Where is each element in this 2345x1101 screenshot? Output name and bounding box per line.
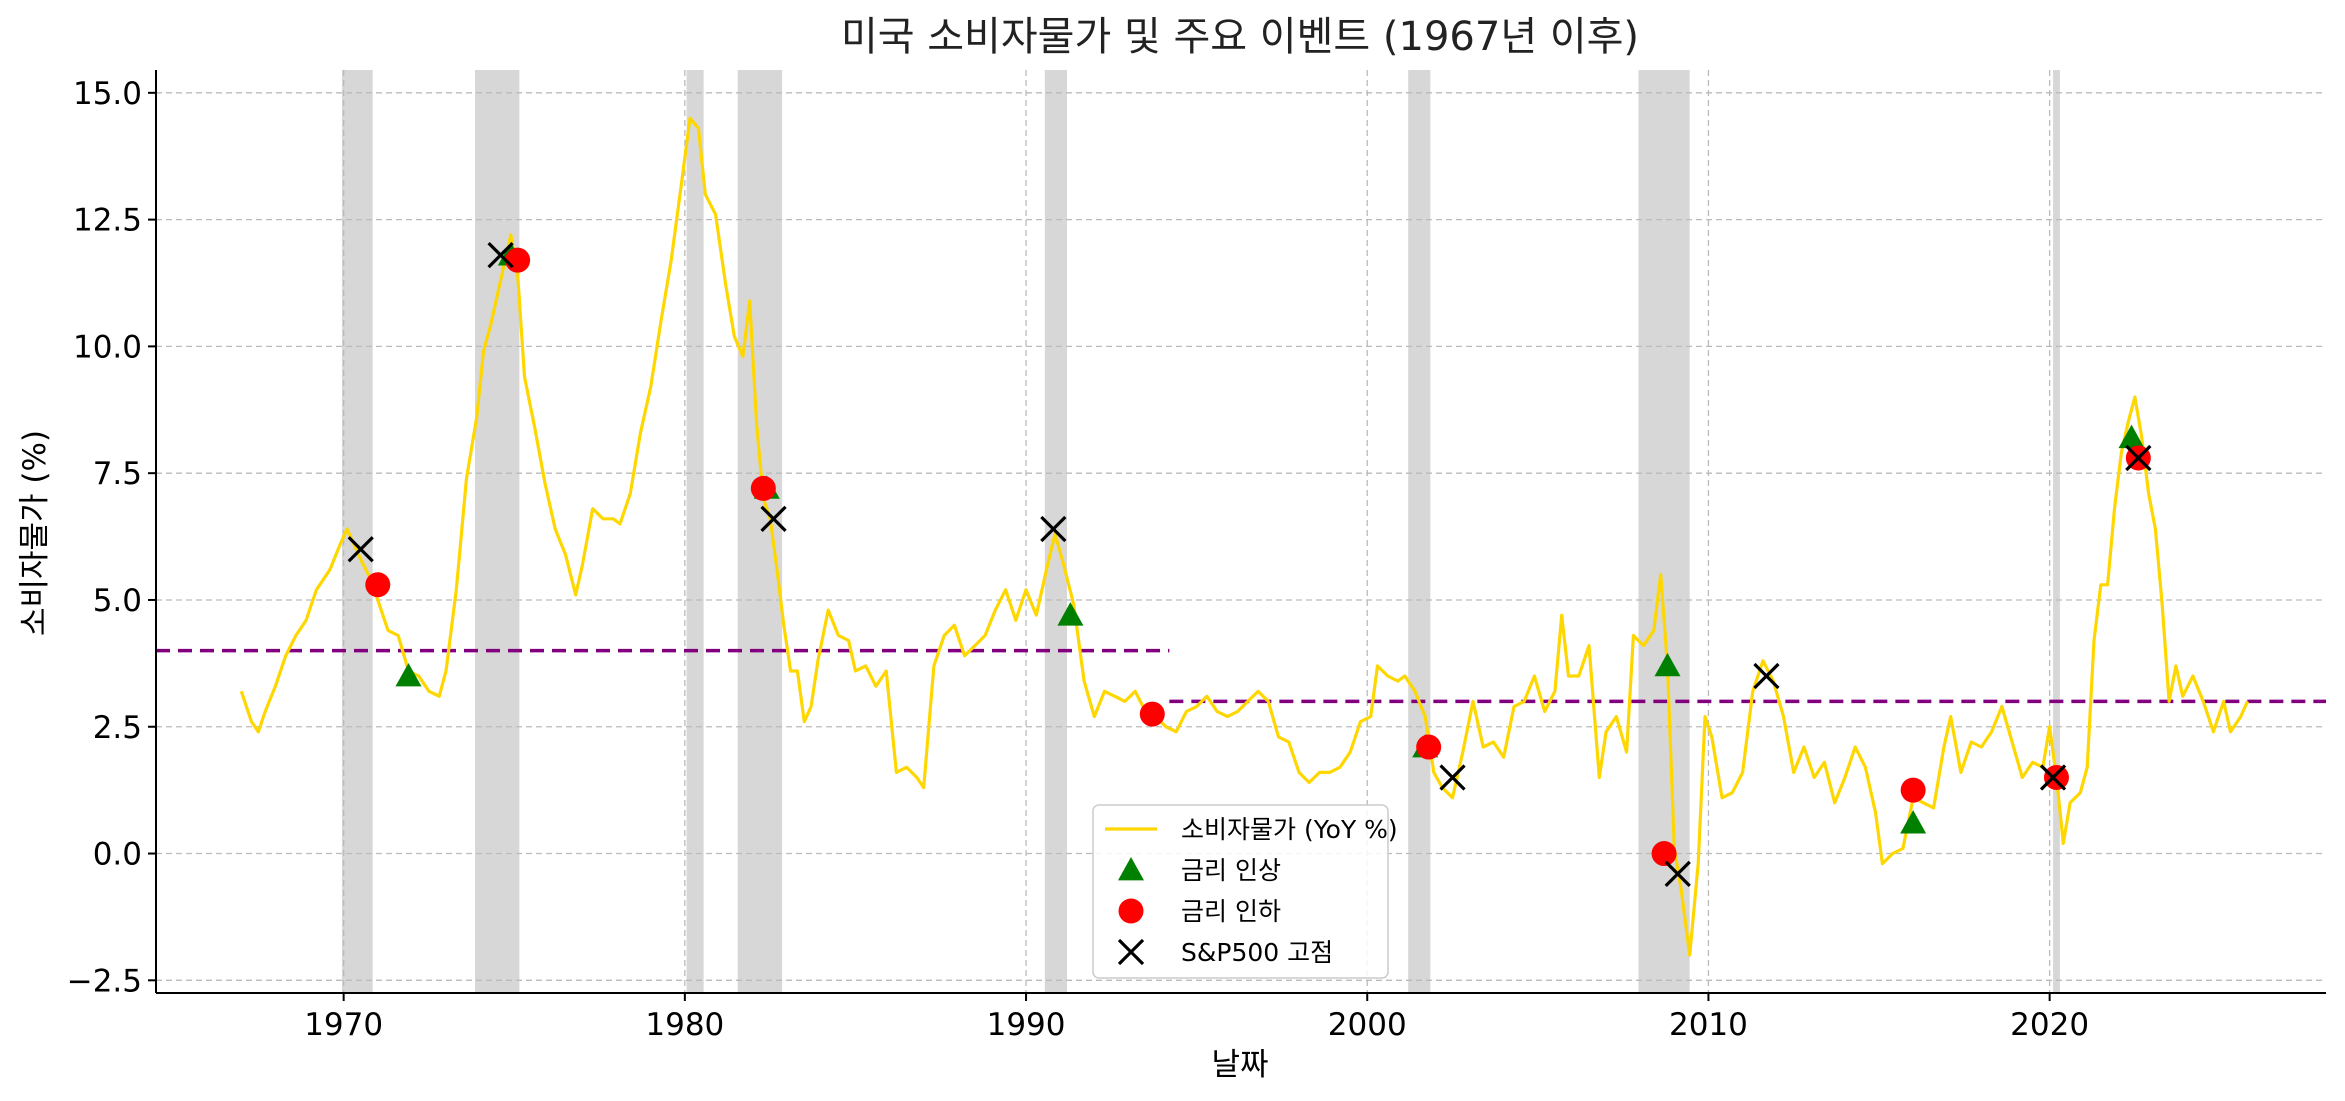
sp500-peak-marker	[1664, 860, 1691, 887]
sp500-peak-marker	[1753, 662, 1780, 690]
y-tick-label: 7.5	[93, 456, 142, 492]
rate-hike-marker	[2118, 424, 2145, 449]
legend-label: 소비자물가 (YoY %)	[1181, 815, 1398, 844]
x-tick-label: 1970	[304, 1007, 383, 1043]
y-tick-label: −2.5	[67, 963, 142, 999]
y-tick-label: 0.0	[93, 837, 142, 873]
axes	[155, 70, 2326, 994]
recession-band	[1408, 70, 1431, 993]
rate-hike-marker	[1057, 602, 1084, 626]
legend-label: S&P500 고점	[1181, 938, 1333, 967]
rate-hike-marker	[1900, 810, 1927, 834]
sp500-peak-marker	[1040, 515, 1067, 543]
average-lines	[156, 648, 2326, 704]
legend-sp500-peak-marker	[1117, 938, 1145, 966]
x-tick-label: 2000	[1328, 1007, 1407, 1043]
recession-band	[475, 70, 520, 993]
x-marker-stroke	[347, 536, 374, 563]
x-tick-label: 2020	[2010, 1007, 2089, 1043]
x-marker-stroke	[1117, 938, 1145, 966]
cpi-line	[239, 116, 2249, 957]
x-axis-title: 날짜	[1211, 1047, 1268, 1083]
x-marker-stroke	[1439, 764, 1466, 791]
rate-cut-marker	[365, 572, 391, 598]
x-marker-stroke	[487, 241, 514, 269]
legend-box	[1092, 804, 1389, 979]
x-tick-label: 1980	[645, 1007, 724, 1043]
recession-band	[2053, 70, 2060, 993]
y-tick-label: 10.0	[73, 329, 142, 365]
rate-cut-marker	[750, 475, 776, 501]
sp500-peak-marker	[2039, 764, 2067, 791]
rate-cut-marker	[1651, 841, 1677, 867]
y-axis-title: 소비자물가 (%)	[17, 430, 53, 636]
legend-rate-hike-marker	[1118, 857, 1144, 881]
sp500-peak-marker	[2125, 444, 2152, 472]
y-tick-label: 5.0	[93, 583, 142, 619]
series-layer	[239, 116, 2249, 957]
sp500-peak-marker	[1439, 764, 1466, 791]
recession-band	[1638, 70, 1690, 993]
chart-title: 미국 소비자물가 및 주요 이벤트 (1967년 이후)	[841, 14, 1639, 60]
recession-band	[737, 70, 783, 993]
rate-hike-marker	[1654, 652, 1681, 677]
rate-cut-marker	[1416, 734, 1442, 760]
x-tick-label: 1990	[987, 1007, 1066, 1043]
rate-hike-marker	[395, 663, 422, 687]
x-marker-stroke	[2039, 764, 2067, 791]
legend-rate-cut-marker	[1118, 898, 1144, 924]
x-marker-stroke	[1753, 662, 1780, 690]
x-tick-label: 2010	[1669, 1007, 1748, 1043]
rate-cut-marker	[2043, 764, 2069, 790]
x-marker-stroke	[1664, 860, 1691, 887]
y-tick-label: 2.5	[93, 710, 142, 746]
tick-labels: 1970 1980 1990 2000 2010 2020 −2.5 0.0 2.5 5.0 7.5…	[67, 76, 2089, 1043]
legend-label: 금리 인하	[1181, 897, 1281, 926]
recession-band	[686, 70, 704, 993]
sp500-peak-marker	[760, 505, 787, 532]
y-tick-label: 15.0	[73, 76, 142, 112]
sp500-peak-marker	[347, 536, 374, 563]
rate-cut-marker	[1139, 701, 1165, 727]
legend-label: 금리 인상	[1181, 856, 1281, 885]
x-marker-stroke	[760, 505, 787, 532]
rate-cut-marker	[505, 247, 531, 273]
x-marker-stroke	[1040, 515, 1067, 543]
rate-cut-marker	[1900, 777, 1926, 803]
sp500-peak-marker	[487, 241, 514, 269]
y-tick-label: 12.5	[73, 203, 142, 239]
x-marker-stroke	[2125, 444, 2152, 472]
